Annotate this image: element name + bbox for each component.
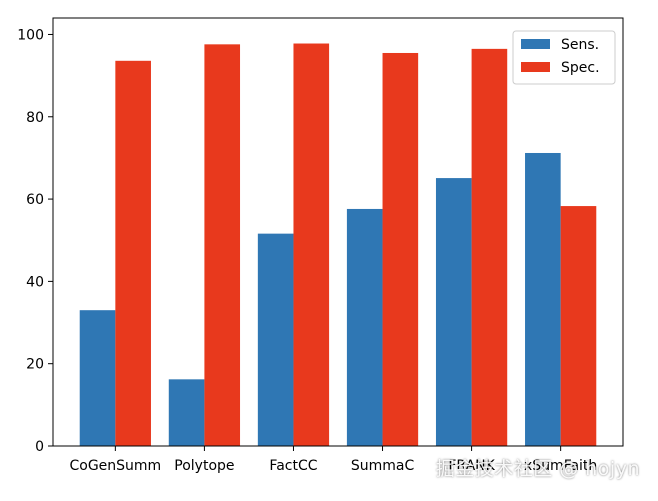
bar-spec-cogensumm — [115, 60, 151, 447]
y-tick-label: 100 — [17, 27, 44, 43]
legend-swatch — [521, 62, 550, 72]
y-tick-label: 80 — [26, 110, 44, 126]
x-tick-label: FRANK — [448, 458, 495, 474]
bar-sens-xsumfaith — [525, 152, 561, 446]
axes-layer: 0 20 40 60 80 100 CoGenSumm Polytope FactCC Summa… — [17, 17, 624, 474]
bar-sens-factcc — [257, 233, 294, 446]
watermark-text: 掘金技术社区 @ hojyn — [435, 458, 640, 480]
bar-spec-xsumfaith — [560, 206, 597, 446]
bars-layer — [79, 43, 597, 447]
legend-label: Spec. — [561, 60, 600, 76]
y-tick-label: 40 — [26, 274, 44, 290]
x-tick-label: xSumFaith — [524, 458, 597, 474]
bar-spec-factcc — [293, 43, 330, 447]
bar-sens-cogensumm — [79, 310, 116, 446]
y-tick-label: 20 — [26, 357, 44, 373]
legend-label: Sens. — [561, 37, 599, 53]
x-tick-label: FactCC — [269, 458, 317, 474]
legend: Sens. Spec. — [512, 30, 616, 85]
bar-sens-summac — [346, 208, 383, 446]
x-tick-label: SummaC — [351, 458, 415, 474]
bar-sens-polytope — [168, 379, 205, 446]
plot-frame — [52, 17, 624, 447]
x-tick-label: Polytope — [174, 458, 234, 474]
bar-spec-summac — [382, 52, 419, 446]
bar-spec-polytope — [204, 44, 241, 446]
y-tick-label: 0 — [35, 439, 44, 455]
y-tick-label: 60 — [26, 192, 44, 208]
bar-sens-frank — [435, 178, 472, 447]
bar-spec-frank — [471, 48, 508, 446]
x-tick-label: CoGenSumm — [69, 458, 161, 474]
legend-swatch — [521, 39, 550, 49]
